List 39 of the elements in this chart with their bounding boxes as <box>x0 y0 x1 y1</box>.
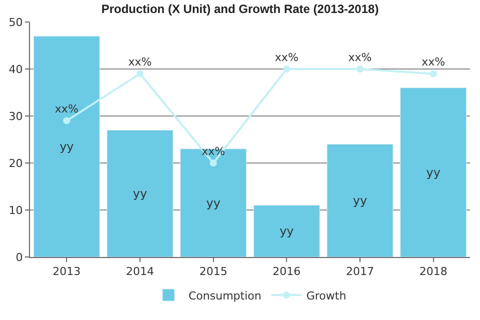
data-label: yy <box>426 165 440 180</box>
bar <box>400 88 467 257</box>
bar <box>180 148 247 257</box>
x-tick-label: 2015 <box>199 265 228 278</box>
y-tick-label: 40 <box>8 62 23 76</box>
point <box>283 66 290 72</box>
legend-label: Consumption <box>188 289 262 302</box>
legend-label: Growth <box>306 289 346 302</box>
data-label: yy <box>280 224 294 238</box>
bar <box>326 144 394 257</box>
data-label: xx% <box>274 50 298 64</box>
x-tick-label: 2016 <box>272 265 301 278</box>
data-label: xx% <box>54 102 78 116</box>
y-tick-label: 20 <box>8 156 23 170</box>
bar <box>33 36 100 257</box>
y-tick-label: 50 <box>8 16 23 29</box>
y-tick-label: 10 <box>8 204 23 217</box>
bar <box>253 205 320 257</box>
x-tick-label: 2013 <box>52 265 81 278</box>
point <box>356 66 364 72</box>
data-label: yy <box>60 140 74 154</box>
data-label: xx% <box>128 56 152 69</box>
data-label: xx% <box>202 144 226 158</box>
point <box>430 70 437 78</box>
chart-title: Production (X Unit) and Growth Rate (2013-2018) <box>101 2 379 16</box>
point <box>63 117 70 124</box>
data-label: yy <box>352 194 368 208</box>
data-label: yy <box>132 186 148 201</box>
data-label: yy <box>206 196 220 210</box>
x-tick-label: 2018 <box>419 265 448 278</box>
x-tick-label: 2017 <box>346 265 374 278</box>
data-label: xx% <box>348 50 372 64</box>
y-tick-label: 30 <box>8 110 23 123</box>
point <box>210 160 217 166</box>
data-label: xx% <box>422 56 446 69</box>
point <box>136 70 144 78</box>
bar <box>106 130 174 257</box>
y-tick-label: 0 <box>16 250 23 264</box>
x-tick-label: 2014 <box>126 265 154 278</box>
